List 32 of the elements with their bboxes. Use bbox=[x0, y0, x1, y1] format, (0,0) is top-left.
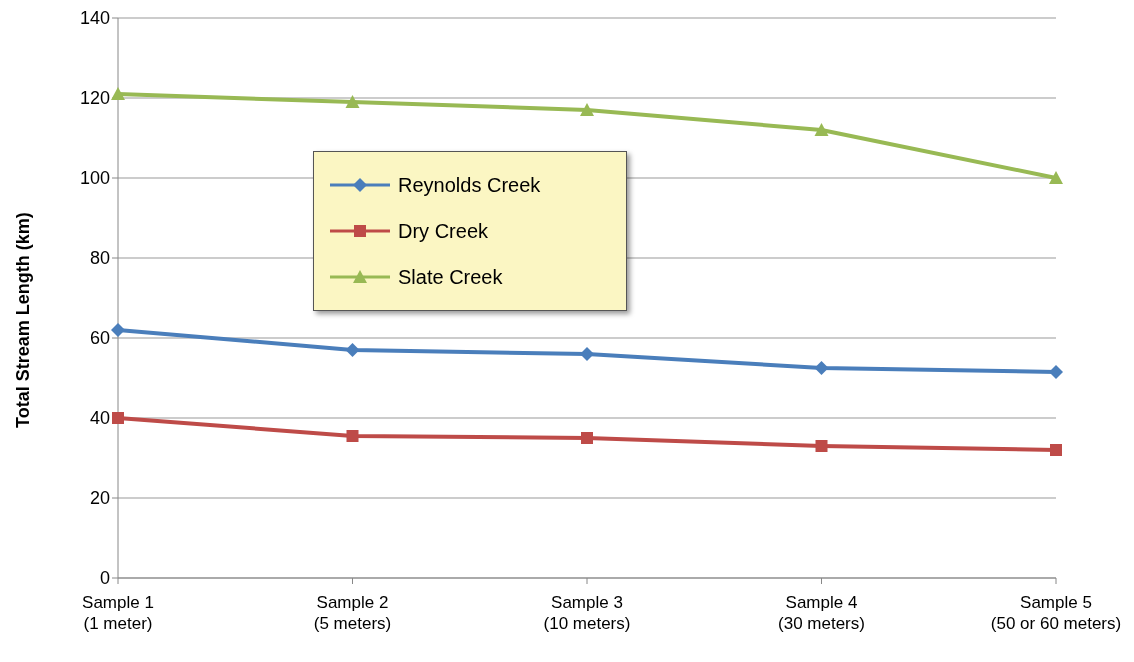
point bbox=[1050, 444, 1062, 456]
y-tick-label: 40 bbox=[89, 408, 110, 429]
x-tick-label: Sample 2 (5 meters) bbox=[313, 593, 392, 633]
y-tick-label: 0 bbox=[99, 568, 110, 589]
x-tick-label: Sample 4 (30 meters) bbox=[778, 593, 865, 633]
y-tick-label: 120 bbox=[79, 88, 110, 109]
point bbox=[580, 347, 594, 361]
y-axis-title: Total Stream Length (km) bbox=[13, 212, 34, 428]
legend-label: Dry Creek bbox=[398, 219, 489, 243]
point bbox=[111, 323, 125, 337]
point bbox=[814, 361, 829, 375]
y-tick-label: 140 bbox=[79, 8, 110, 29]
legend-label: Slate Creek bbox=[398, 265, 503, 289]
point bbox=[1049, 171, 1063, 184]
point bbox=[581, 432, 593, 444]
point bbox=[345, 343, 360, 357]
point bbox=[345, 95, 360, 108]
point bbox=[580, 103, 594, 116]
legend-label: Reynolds Creek bbox=[398, 173, 541, 197]
point bbox=[815, 440, 828, 452]
x-tick-label: Sample 3 (10 meters) bbox=[543, 593, 631, 633]
point bbox=[814, 123, 829, 136]
point bbox=[112, 412, 124, 424]
y-tick-label: 80 bbox=[89, 248, 110, 269]
x-tick-label: Sample 1 (1 meter) bbox=[82, 593, 154, 633]
y-tick-label: 60 bbox=[89, 328, 110, 349]
x-tick-label: Sample 5 (50 or 60 meters) bbox=[990, 593, 1122, 633]
y-tick-label: 20 bbox=[89, 488, 110, 509]
y-tick-label: 100 bbox=[79, 168, 110, 189]
point bbox=[111, 87, 125, 100]
point bbox=[1049, 365, 1063, 379]
point bbox=[346, 430, 359, 442]
